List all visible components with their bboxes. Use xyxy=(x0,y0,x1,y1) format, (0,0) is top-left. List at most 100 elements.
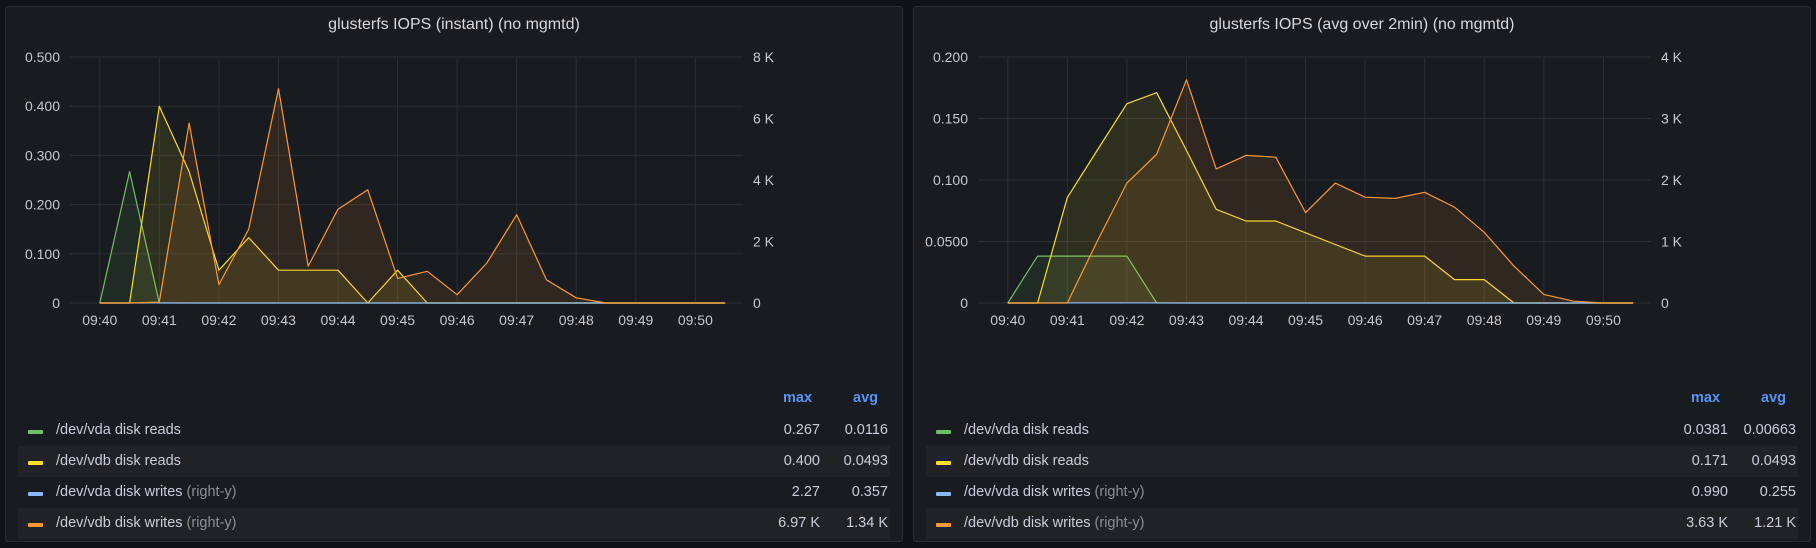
legend-row-vda-reads[interactable]: /dev/vda disk reads 0.267 0.0116 xyxy=(18,415,890,446)
y-left-tick-label: 0.500 xyxy=(25,49,60,65)
legend-series-name: /dev/vda disk writes (right-y) xyxy=(964,484,1144,500)
legend-series-name: /dev/vdb disk writes (right-y) xyxy=(964,515,1144,531)
x-tick-label: 09:40 xyxy=(82,312,117,328)
legend-series-label: /dev/vda disk writes xyxy=(964,484,1091,500)
legend-axis-suffix: (right-y) xyxy=(1094,515,1145,531)
y-right-tick-label: 4 K xyxy=(753,172,775,188)
legend-row-vdb-reads[interactable]: /dev/vdb disk reads 0.400 0.0493 xyxy=(18,446,890,477)
legend-series-label: /dev/vda disk writes xyxy=(56,484,183,500)
x-tick-label: 09:43 xyxy=(261,312,296,328)
series-color-swatch xyxy=(28,523,43,527)
y-left-tick-label: 0.200 xyxy=(25,197,60,213)
legend-row-vdb-reads[interactable]: /dev/vdb disk reads 0.171 0.0493 xyxy=(926,446,1798,477)
x-tick-label: 09:41 xyxy=(142,312,177,328)
y-right-tick-label: 0 xyxy=(1661,295,1669,311)
legend-axis-suffix: (right-y) xyxy=(186,515,237,531)
legend-series-name: /dev/vda disk writes (right-y) xyxy=(56,484,236,500)
series-color-swatch xyxy=(936,492,951,496)
y-left-tick-label: 0.100 xyxy=(933,172,968,188)
y-right-tick-label: 1 K xyxy=(1661,234,1683,250)
x-tick-label: 09:44 xyxy=(1228,312,1263,328)
chart-legend: max avg /dev/vda disk reads 0.267 0.0116… xyxy=(18,387,890,539)
x-tick-label: 09:47 xyxy=(499,312,534,328)
x-tick-label: 09:47 xyxy=(1407,312,1442,328)
legend-series-name: /dev/vdb disk writes (right-y) xyxy=(56,515,236,531)
series-line-vdb-writes[interactable] xyxy=(1007,79,1634,304)
series-area-vdb-writes xyxy=(1007,79,1634,303)
legend-avg-value: 0.00663 xyxy=(1743,422,1796,438)
series-area-vda-reads xyxy=(1007,256,1634,303)
panel-instant-iops: glusterfs IOPS (instant) (no mgmtd) 0 0.1… xyxy=(5,6,903,542)
x-tick-label: 09:50 xyxy=(1586,312,1621,328)
series-line-vdb-writes[interactable] xyxy=(99,88,726,304)
legend-max-header[interactable]: max xyxy=(783,390,813,406)
x-tick-label: 09:42 xyxy=(201,312,236,328)
x-tick-label: 09:48 xyxy=(559,312,594,328)
panel-title[interactable]: glusterfs IOPS (avg over 2min) (no mgmtd… xyxy=(1209,16,1515,33)
x-tick-label: 09:48 xyxy=(1467,312,1502,328)
legend-series-label: /dev/vdb disk writes xyxy=(964,515,1091,531)
y-right-tick-label: 6 K xyxy=(753,111,775,127)
legend-series-name: /dev/vda disk reads xyxy=(964,422,1089,438)
y-left-tick-label: 0.100 xyxy=(25,246,60,262)
legend-header: max avg xyxy=(926,387,1798,415)
legend-max-header[interactable]: max xyxy=(1691,390,1721,406)
series-color-swatch xyxy=(28,492,43,496)
x-tick-label: 09:44 xyxy=(320,312,355,328)
x-tick-label: 09:40 xyxy=(990,312,1025,328)
legend-max-value: 3.63 K xyxy=(1686,515,1728,531)
x-tick-label: 09:43 xyxy=(1169,312,1204,328)
legend-max-value: 0.267 xyxy=(783,422,820,438)
panel-title[interactable]: glusterfs IOPS (instant) (no mgmtd) xyxy=(328,16,580,33)
x-tick-label: 09:41 xyxy=(1050,312,1085,328)
legend-row-vda-writes[interactable]: /dev/vda disk writes (right-y) 2.27 0.357 xyxy=(18,477,890,508)
legend-max-value: 0.400 xyxy=(783,453,820,469)
legend-avg-value: 0.255 xyxy=(1759,484,1796,500)
y-right-tick-label: 2 K xyxy=(1661,172,1683,188)
legend-series-name: /dev/vda disk reads xyxy=(56,422,181,438)
legend-max-value: 0.990 xyxy=(1691,484,1728,500)
legend-series-label: /dev/vdb disk writes xyxy=(56,515,183,531)
chart-avg-iops: 0 0.0500 0.100 0.150 0.200 0 1 K 2 K 3 K 4 K 09:40… xyxy=(925,49,1683,328)
x-tick-label: 09:42 xyxy=(1109,312,1144,328)
series-color-swatch xyxy=(936,430,951,434)
y-right-tick-label: 0 xyxy=(753,295,761,311)
legend-series-name: /dev/vdb disk reads xyxy=(56,453,181,469)
x-tick-label: 09:45 xyxy=(380,312,415,328)
y-right-tick-label: 4 K xyxy=(1661,49,1683,65)
legend-avg-value: 1.21 K xyxy=(1754,515,1796,531)
legend-axis-suffix: (right-y) xyxy=(186,484,237,500)
y-left-tick-label: 0.200 xyxy=(933,49,968,65)
series-area-vdb-writes xyxy=(99,88,726,303)
legend-row-vda-reads[interactable]: /dev/vda disk reads 0.0381 0.00663 xyxy=(926,415,1798,446)
legend-max-value: 6.97 K xyxy=(778,515,820,531)
legend-row-vda-writes[interactable]: /dev/vda disk writes (right-y) 0.990 0.25… xyxy=(926,477,1798,508)
legend-avg-value: 0.0493 xyxy=(843,453,888,469)
x-tick-label: 09:45 xyxy=(1288,312,1323,328)
series-area-vdb-reads xyxy=(1007,92,1634,303)
y-right-tick-label: 8 K xyxy=(753,49,775,65)
legend-avg-header[interactable]: avg xyxy=(1761,390,1786,406)
legend-max-value: 0.171 xyxy=(1691,453,1728,469)
series-color-swatch xyxy=(936,523,951,527)
legend-header: max avg xyxy=(18,387,890,415)
series-color-swatch xyxy=(28,430,43,434)
y-right-tick-label: 2 K xyxy=(753,234,775,250)
x-tick-label: 09:46 xyxy=(440,312,475,328)
y-left-tick-label: 0.150 xyxy=(933,111,968,127)
y-right-tick-label: 3 K xyxy=(1661,111,1683,127)
legend-row-vdb-writes[interactable]: /dev/vdb disk writes (right-y) 3.63 K 1.2… xyxy=(926,508,1798,539)
legend-row-vdb-writes[interactable]: /dev/vdb disk writes (right-y) 6.97 K 1.3… xyxy=(18,508,890,539)
y-left-tick-label: 0.300 xyxy=(25,147,60,163)
y-left-tick-label: 0.400 xyxy=(25,98,60,114)
y-left-tick-label: 0 xyxy=(52,295,60,311)
series-color-swatch xyxy=(936,461,951,465)
legend-avg-value: 0.357 xyxy=(851,484,888,500)
legend-avg-value: 0.0116 xyxy=(844,422,888,438)
legend-max-value: 2.27 xyxy=(791,484,820,500)
x-tick-label: 09:50 xyxy=(678,312,713,328)
legend-max-value: 0.0381 xyxy=(1683,422,1728,438)
legend-avg-header[interactable]: avg xyxy=(853,390,878,406)
series-color-swatch xyxy=(28,461,43,465)
legend-avg-value: 1.34 K xyxy=(846,515,888,531)
